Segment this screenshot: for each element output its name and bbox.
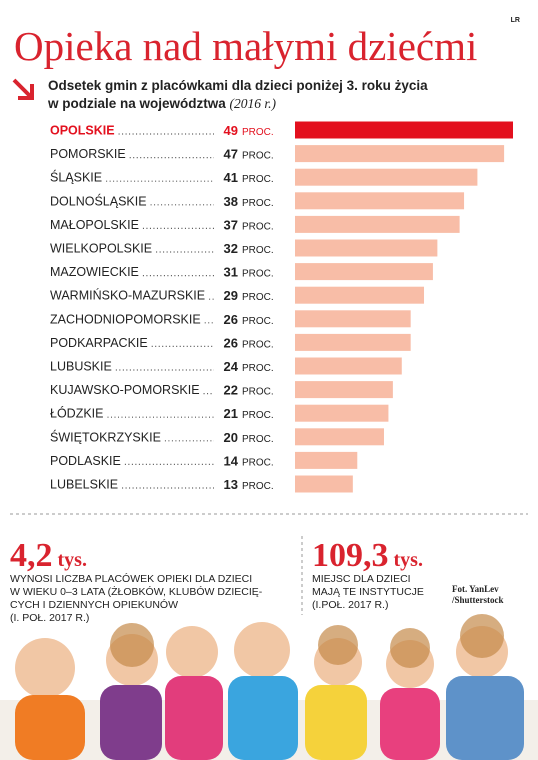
category-label: MAZOWIECKIE	[50, 265, 139, 279]
unit-label: PROC.	[242, 221, 274, 232]
stat-text: MIEJSC DLA DZIECI	[312, 573, 411, 585]
subtitle: Odsetek gmin z placówkami dla dzieci pon…	[48, 78, 428, 93]
stat-text: MAJĄ TE INSTYTUCJE	[312, 586, 424, 598]
unit-label: PROC.	[242, 387, 274, 398]
value-label: 38	[224, 194, 238, 209]
subtitle: w podziale na województwa (2016 r.)	[47, 96, 277, 111]
category-label: LUBELSKIE	[50, 478, 118, 492]
value-label: 49	[224, 123, 238, 138]
category-label: DOLNOŚLĄSKIE	[50, 193, 147, 208]
category-label: POMORSKIE	[50, 147, 126, 161]
bar	[295, 239, 438, 257]
unit-label: PROC.	[242, 316, 274, 327]
unit-label: PROC.	[242, 174, 274, 185]
value-label: 22	[224, 383, 238, 398]
unit-label: PROC.	[242, 363, 274, 374]
bar	[295, 310, 411, 328]
bar	[295, 428, 384, 446]
bar	[295, 381, 393, 399]
bar	[295, 121, 513, 139]
brand: LR	[511, 17, 520, 24]
bar	[295, 333, 411, 351]
photo	[0, 614, 538, 760]
value-label: 32	[224, 241, 238, 256]
category-label: ZACHODNIOPOMORSKIE	[50, 312, 201, 326]
stat-text: CYCH I DZIENNYCH OPIEKUNÓW	[10, 598, 178, 611]
bar	[295, 263, 433, 281]
subtitle-note: (2016 r.)	[230, 96, 277, 111]
category-label: OPOLSKIE	[50, 124, 115, 138]
unit-label: PROC.	[242, 245, 274, 256]
category-label: WIELKOPOLSKIE	[50, 242, 152, 256]
value-label: 29	[224, 288, 238, 303]
value-label: 20	[224, 430, 238, 445]
category-label: LUBUSKIE	[50, 360, 112, 374]
value-label: 14	[224, 453, 239, 468]
unit-label: PROC.	[242, 434, 274, 445]
value-label: 13	[224, 477, 238, 492]
unit-label: PROC.	[242, 198, 274, 209]
bar	[295, 451, 358, 469]
unit-label: PROC.	[242, 457, 274, 468]
chart-title: Opieka nad małymi dziećmi	[14, 23, 477, 69]
stat-text: WYNOSI LICZBA PLACÓWEK OPIEKI DLA DZIECI	[10, 572, 252, 585]
stat-value: 4,2	[10, 537, 53, 574]
category-label: ŚWIĘTOKRZYSKIE	[50, 429, 161, 444]
category-label: ŁÓDZKIE	[50, 406, 104, 421]
value-label: 26	[224, 312, 238, 327]
arrow-icon	[12, 78, 34, 100]
value-label: 21	[224, 406, 238, 421]
stat-text: (I.POŁ. 2017 R.)	[312, 599, 388, 611]
stat-unit: tys.	[394, 549, 423, 571]
unit-label: PROC.	[242, 292, 274, 303]
bar	[295, 286, 425, 304]
subtitle-line: w podziale na województwa	[47, 96, 226, 111]
value-label: 26	[224, 335, 238, 350]
photo-credit: /Shutterstock	[451, 595, 504, 605]
bar	[295, 168, 478, 186]
bar	[295, 215, 460, 233]
value-label: 37	[224, 217, 238, 232]
unit-label: PROC.	[242, 481, 274, 492]
photo-credit: Fot. YanLev	[452, 584, 499, 594]
bar	[295, 475, 353, 493]
stat-text: (I. POŁ. 2017 R.)	[10, 612, 89, 624]
unit-label: PROC.	[242, 339, 274, 350]
unit-label: PROC.	[242, 269, 274, 280]
bar	[295, 357, 402, 375]
category-label: WARMIŃSKO-MAZURSKIE	[50, 288, 205, 303]
value-label: 31	[224, 265, 238, 280]
unit-label: PROC.	[242, 127, 274, 138]
category-label: PODLASKIE	[50, 454, 121, 468]
value-label: 47	[224, 147, 238, 162]
stat-text: W WIEKU 0–3 LATA (ŻŁOBKÓW, KLUBÓW DZIECI…	[10, 585, 263, 598]
category-label: PODKARPACKIE	[50, 336, 148, 350]
value-label: 41	[224, 170, 238, 185]
value-label: 24	[224, 359, 239, 374]
category-label: ŚLĄSKIE	[50, 170, 102, 185]
category-label: MAŁOPOLSKIE	[50, 218, 139, 232]
stat-unit: tys.	[58, 549, 87, 571]
bar	[295, 404, 389, 422]
bar	[295, 145, 505, 163]
unit-label: PROC.	[242, 151, 274, 162]
unit-label: PROC.	[242, 410, 274, 421]
stat-value: 109,3	[312, 537, 389, 574]
category-label: KUJAWSKO-POMORSKIE	[50, 383, 200, 397]
bar	[295, 192, 465, 210]
